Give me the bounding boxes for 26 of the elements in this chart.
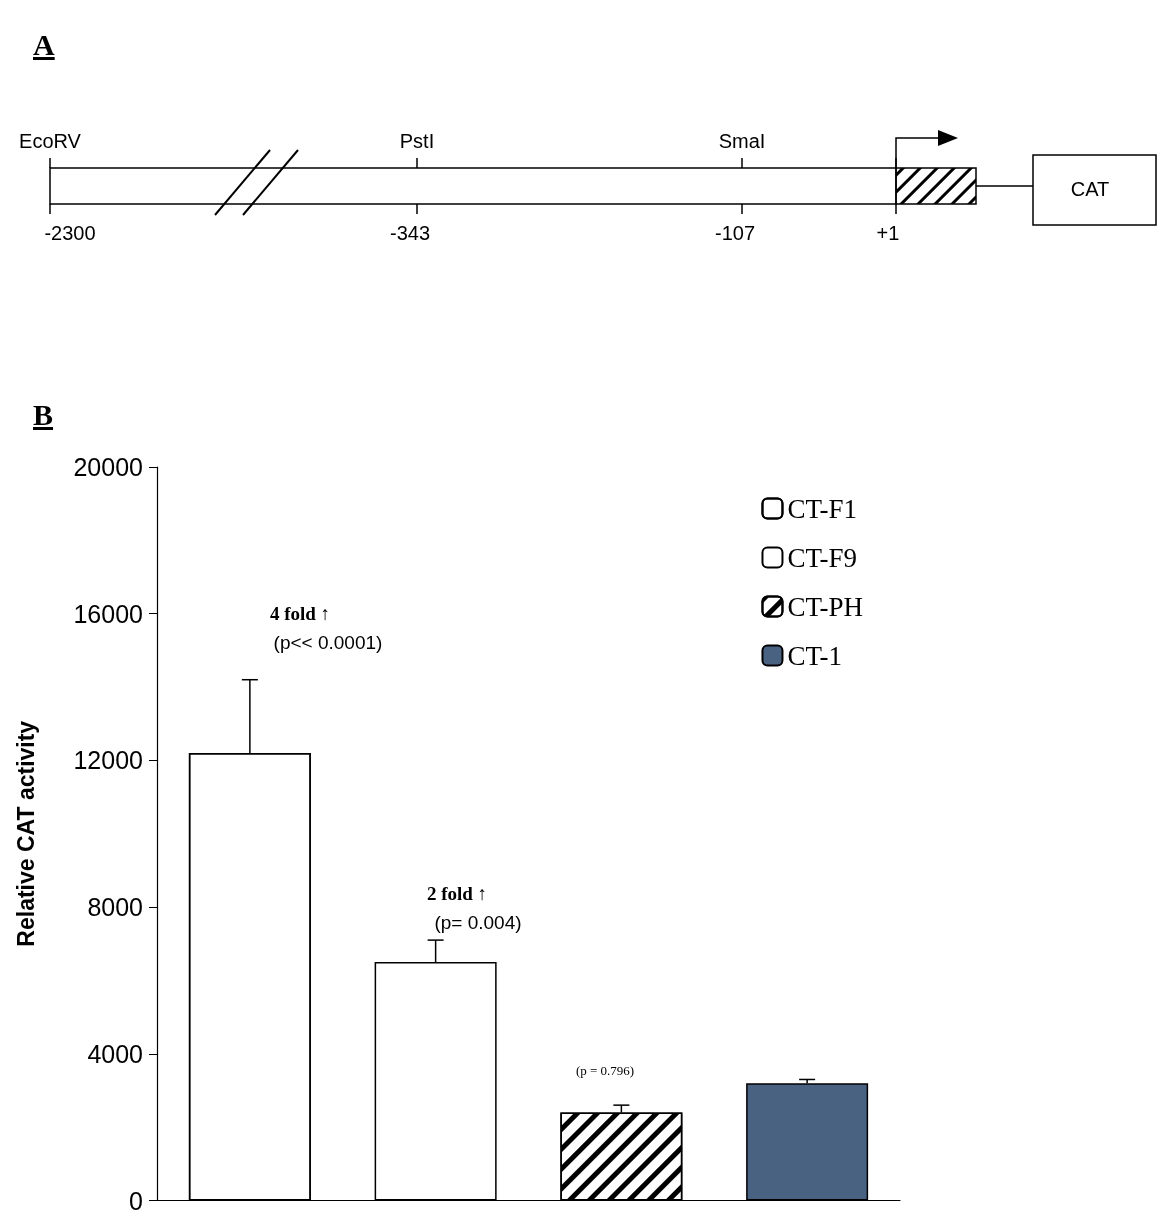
annotation: (p<< 0.0001): [273, 631, 383, 653]
legend-label: CT-1: [787, 640, 842, 671]
text: -107: [714, 222, 756, 244]
text: EcoRV: [19, 130, 82, 152]
y-tick-label: 4000: [87, 1039, 143, 1068]
text: CAT: [1070, 178, 1110, 200]
annotation: 2 fold ↑: [426, 882, 488, 904]
text: A: [33, 28, 55, 62]
legend-label: CT-F9: [787, 542, 857, 573]
y-tick-label: 12000: [73, 746, 143, 775]
chart-title: B: [33, 398, 54, 432]
text: SmaI: [718, 130, 766, 152]
y-tick-label: 8000: [87, 893, 143, 922]
text: -343: [389, 222, 431, 244]
annotation: 4 fold ↑: [269, 602, 331, 624]
text: -2300: [44, 222, 96, 244]
y-tick-label: 0: [129, 1186, 143, 1213]
legend-label: CT-PH: [787, 591, 863, 622]
text: PstI: [399, 130, 435, 152]
legend-label: CT-F1: [787, 493, 857, 524]
y-tick-label: 16000: [73, 599, 143, 628]
text: +1: [876, 222, 900, 244]
y-axis-title: Relative CAT activity: [12, 720, 39, 947]
y-tick-label: 20000: [73, 453, 143, 481]
annotation: (p = 0.796): [575, 1062, 635, 1078]
annotation: (p= 0.004): [434, 911, 522, 933]
